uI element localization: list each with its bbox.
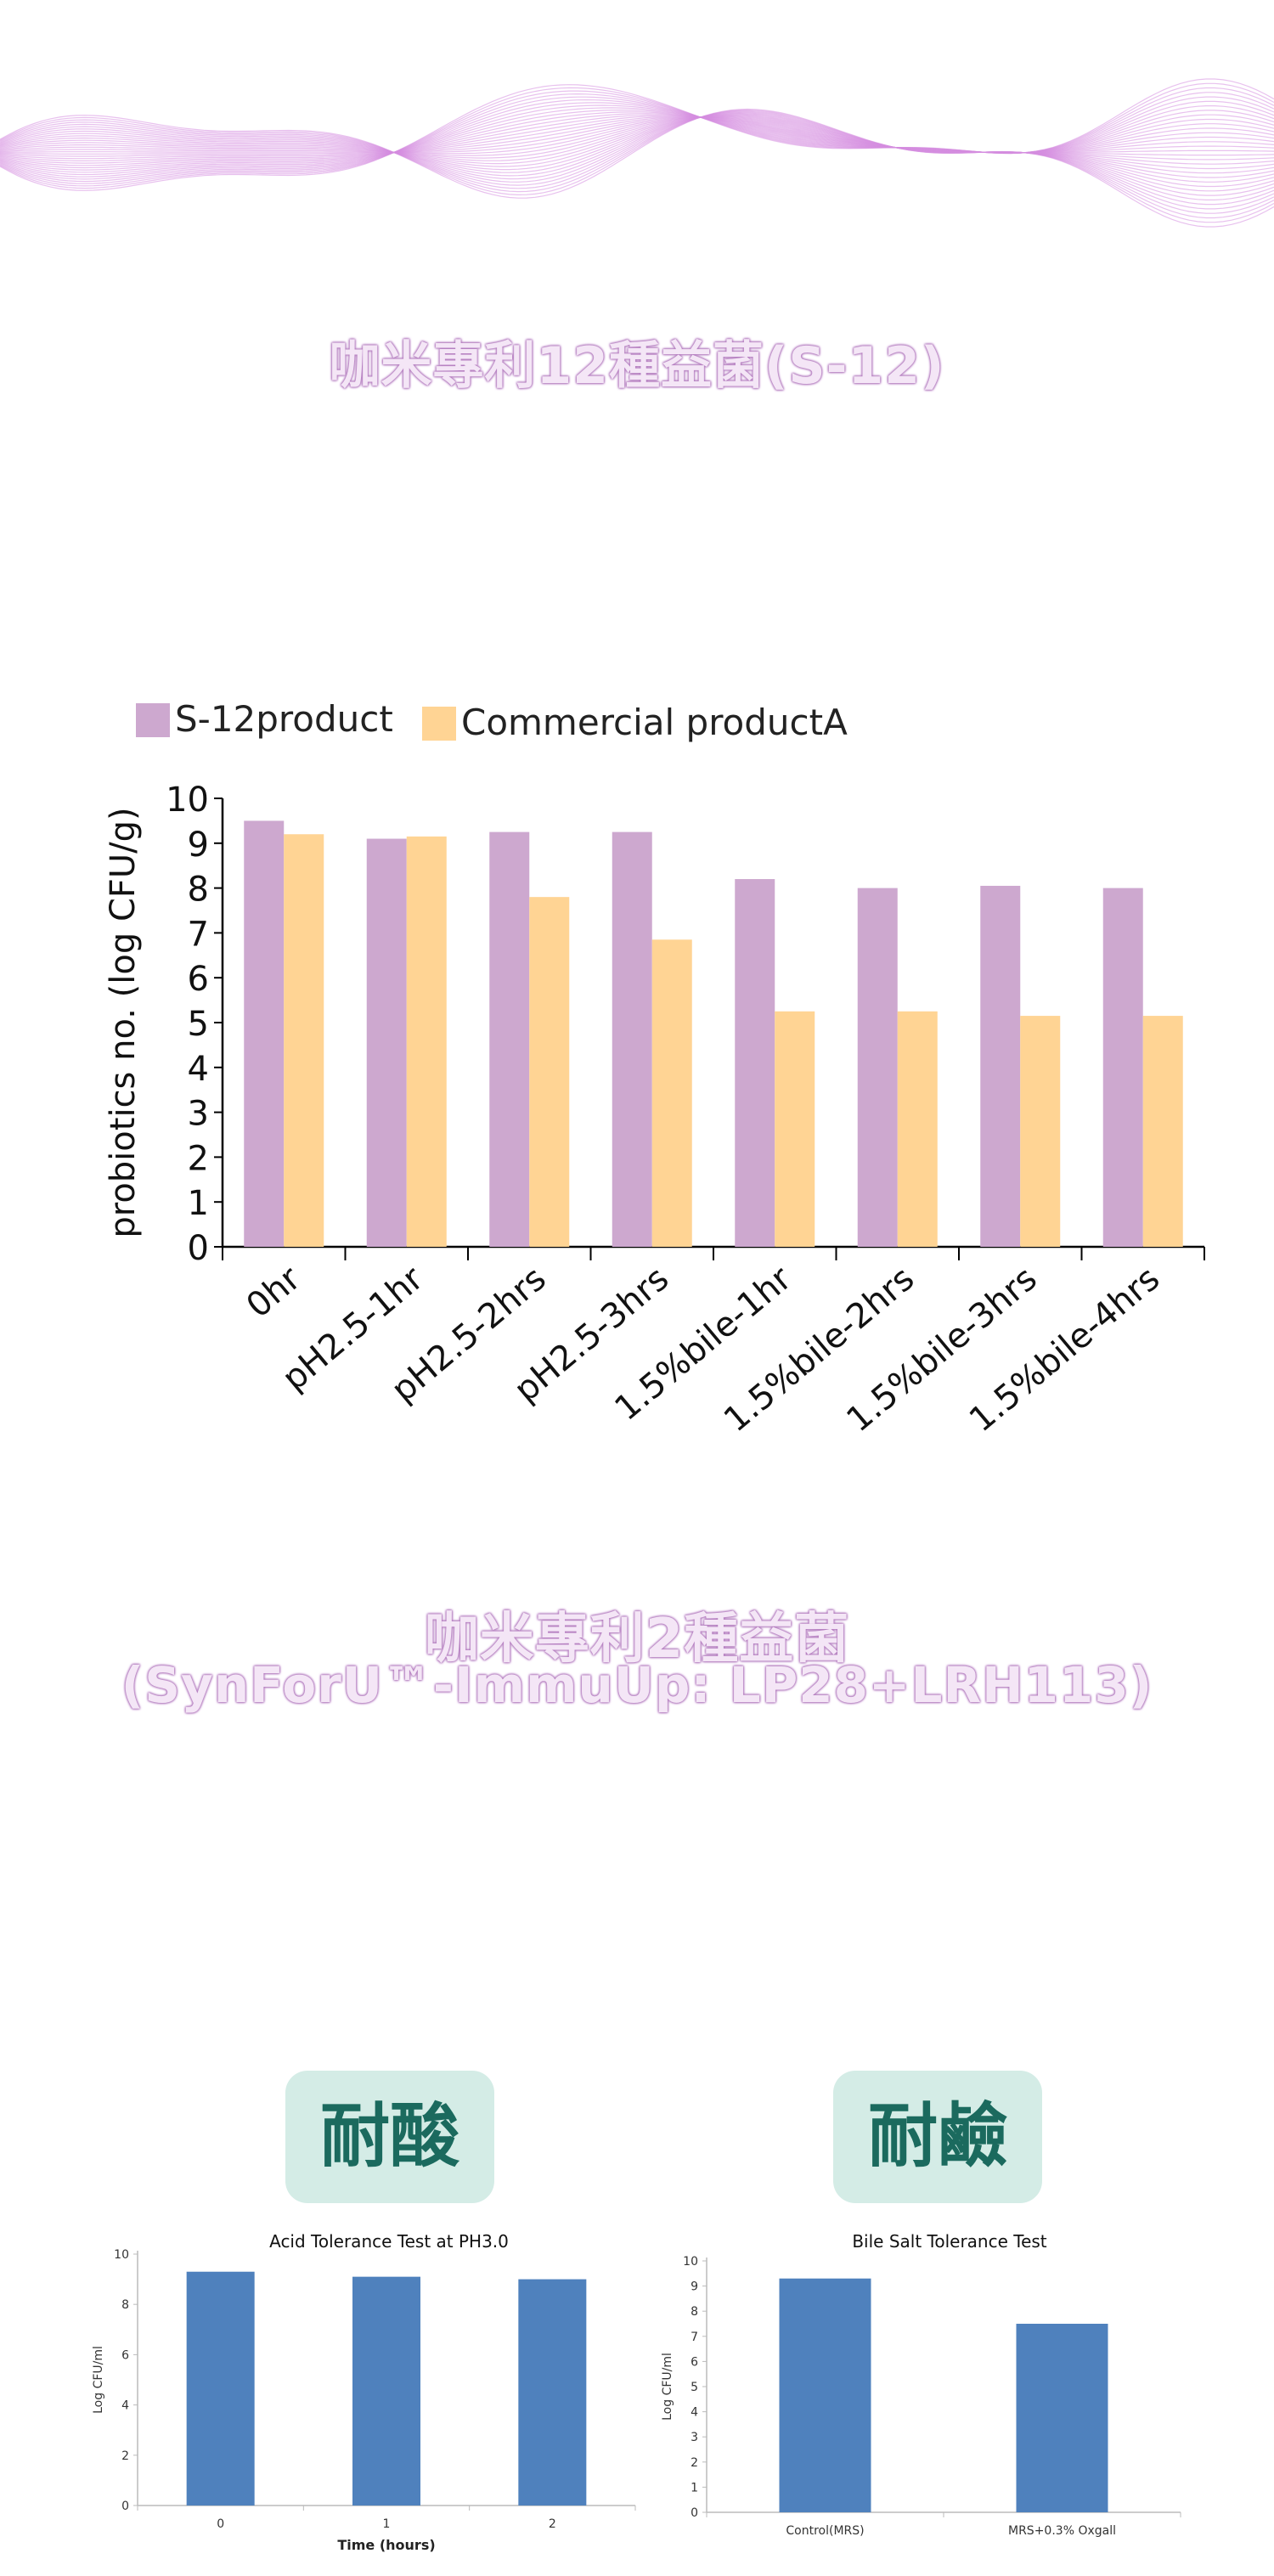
bar-commercial-6	[897, 1011, 938, 1247]
bar-s12-6	[857, 888, 898, 1247]
bar-s12-5	[735, 879, 775, 1247]
bar-2	[352, 2276, 420, 2506]
y-tick-label: 0	[691, 2506, 698, 2520]
bile-salt-tolerance-chart: Bile Salt Tolerance Test 0 1 2 3 4 5 6 7 8 9 10 Log …	[661, 2231, 1181, 2538]
bar-commercial-8	[1142, 1016, 1183, 1247]
bar-1	[779, 2278, 871, 2512]
x-tick-label: 2	[549, 2517, 556, 2531]
y-tick-label: 9	[691, 2280, 698, 2294]
y-tick-label: 10	[166, 781, 209, 820]
y-tick-label: 0	[188, 1229, 209, 1268]
y-tick-label: 8	[121, 2298, 129, 2312]
s12-survival-bar-chart: S-12product Commercial productA 0 1 2 3 4 5 6 7 8 9…	[104, 698, 1205, 1440]
y-axis-label: probiotics no. (log CFU/g)	[104, 807, 143, 1237]
y-tick-label: 3	[188, 1095, 209, 1134]
x-tick-label: MRS+0.3% Oxgall	[1008, 2524, 1116, 2538]
y-tick-label: 9	[188, 826, 209, 865]
chart-title: Bile Salt Tolerance Test	[852, 2231, 1046, 2252]
bar-s12-2	[366, 838, 407, 1247]
x-tick-label: 0hr	[240, 1259, 309, 1326]
x-axis-label: Time (hours)	[337, 2537, 435, 2553]
bar-s12-7	[980, 885, 1021, 1247]
s12-section-title: 咖米專利12種益菌(S-12)	[329, 336, 945, 396]
lp-section-title-line1: 咖米專利2種益菌	[424, 1608, 850, 1671]
y-tick-label: 3	[691, 2431, 698, 2444]
y-tick-label: 5	[691, 2381, 698, 2394]
y-tick-label: 2	[188, 1139, 209, 1178]
y-tick-label: 5	[188, 1005, 209, 1044]
bar-commercial-2	[406, 836, 447, 1247]
bar-commercial-5	[775, 1011, 815, 1247]
y-tick-label: 6	[121, 2348, 129, 2362]
y-tick-label: 10	[114, 2248, 129, 2262]
y-tick-label: 7	[188, 915, 209, 954]
bar-s12-8	[1102, 888, 1143, 1247]
y-tick-label: 2	[691, 2456, 698, 2470]
chart-title: Acid Tolerance Test at PH3.0	[269, 2231, 509, 2252]
bar-3	[518, 2279, 587, 2506]
wave-line	[0, 108, 1274, 228]
bar-commercial-4	[651, 939, 692, 1247]
y-tick-label: 0	[121, 2500, 129, 2513]
y-tick-label: 6	[691, 2355, 698, 2369]
legend-label-2: Commercial productA	[461, 702, 848, 743]
y-tick-label: 1	[691, 2481, 698, 2494]
bar-commercial-1	[284, 834, 324, 1247]
y-tick-label: 8	[188, 871, 209, 910]
bar-1	[186, 2271, 255, 2506]
y-tick-label: 10	[683, 2255, 698, 2269]
bar-s12-4	[612, 831, 652, 1247]
x-tick-label: Control(MRS)	[786, 2524, 864, 2538]
bar-s12-3	[489, 831, 530, 1247]
bar-commercial-3	[529, 897, 570, 1247]
bar-2	[1016, 2324, 1108, 2512]
wave-decoration	[0, 78, 1274, 228]
legend-label-1: S-12product	[175, 698, 393, 740]
legend-swatch-2	[422, 707, 456, 741]
acid-tolerance-badge: 耐酸	[285, 2071, 494, 2203]
y-tick-label: 7	[691, 2331, 698, 2344]
lp-section-title-line2: (SynForU™-ImmuUp: LP28+LRH113)	[121, 1656, 1153, 1714]
y-tick-label: 1	[188, 1184, 209, 1223]
x-tick-label: 1	[383, 2517, 391, 2531]
bar-s12-1	[244, 820, 285, 1247]
y-axis-label: Log CFU/ml	[661, 2353, 674, 2421]
legend-swatch-1	[136, 703, 170, 737]
y-tick-label: 8	[691, 2305, 698, 2319]
y-tick-label: 6	[188, 960, 209, 999]
bile-tolerance-badge: 耐鹼	[833, 2071, 1042, 2203]
y-tick-label: 4	[188, 1050, 209, 1089]
y-axis-label: Log CFU/ml	[92, 2346, 105, 2414]
y-tick-label: 2	[121, 2449, 129, 2463]
y-tick-label: 4	[121, 2399, 129, 2413]
y-tick-label: 4	[691, 2406, 698, 2420]
bar-commercial-7	[1020, 1016, 1061, 1247]
x-tick-label: 0	[217, 2517, 224, 2531]
